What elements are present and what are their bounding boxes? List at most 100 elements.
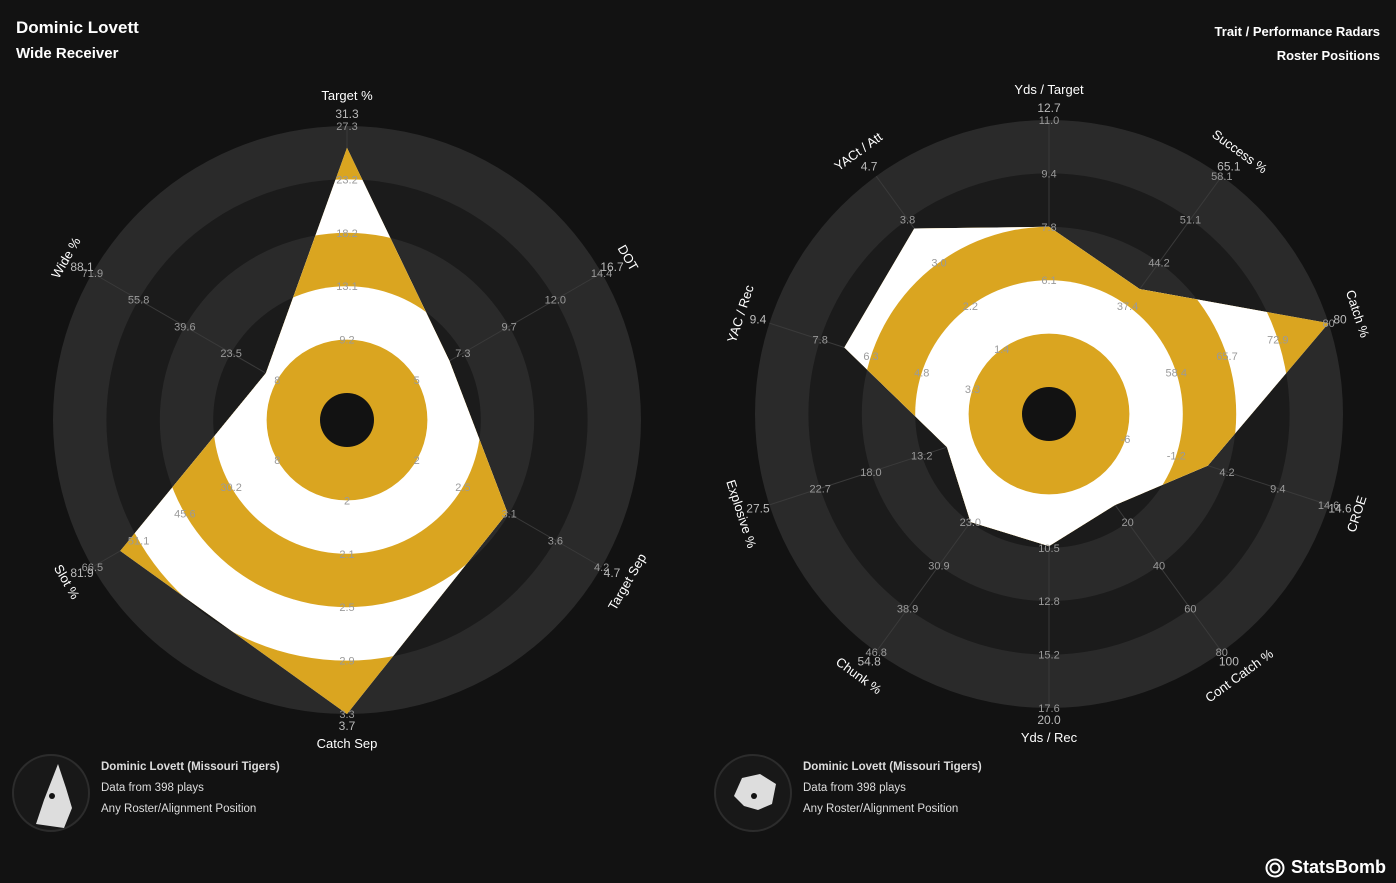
tick-label: 15.2 (1038, 650, 1059, 662)
tick-label: 80 (1322, 318, 1334, 330)
tick-label: 3.6 (548, 535, 563, 547)
legend-position: Any Roster/Alignment Position (803, 803, 959, 815)
axis-max-label: 100 (1219, 655, 1239, 669)
tick-label: 17.6 (1038, 703, 1059, 715)
legend-plays: Data from 398 plays (101, 782, 204, 794)
tick-label: 58.4 (1166, 368, 1187, 380)
tick-label: 14.6 (1318, 500, 1339, 512)
tick-label: 60 (1184, 604, 1196, 616)
axis-label: Yds / Rec (1021, 730, 1078, 745)
axis-max-label: 4.7 (604, 566, 621, 580)
tick-label: 2 (344, 495, 350, 507)
report-subtitle: Roster Positions (1276, 48, 1380, 63)
tick-label: 66.5 (82, 562, 103, 574)
tick-label: 11.0 (1039, 115, 1060, 127)
tick-label: 3.0 (931, 258, 946, 270)
tick-label: 80 (1216, 647, 1228, 659)
tick-label: 2.5 (455, 482, 470, 494)
axis-max-label: 88.1 (70, 260, 94, 274)
report-title: Trait / Performance Radars (1214, 24, 1380, 39)
axis-max-label: 12.7 (1037, 101, 1061, 115)
tick-label: 65.7 (1216, 351, 1237, 363)
legend-thumbnail (12, 754, 90, 832)
tick-label: 37.4 (1117, 301, 1138, 313)
legend-player: Dominic Lovett (Missouri Tigers) (803, 761, 982, 773)
tick-label: 45.6 (174, 509, 195, 521)
axis-max-label: 54.8 (857, 655, 881, 669)
tick-label: 18.2 (336, 228, 357, 240)
tick-label: 5 (414, 375, 420, 387)
tick-label: 13.2 (911, 450, 932, 462)
tick-label: 44.2 (1148, 258, 1169, 270)
statsbomb-logo-icon (1265, 858, 1285, 877)
legend-position: Any Roster/Alignment Position (101, 803, 257, 815)
tick-label: 40 (1153, 560, 1165, 572)
tick-label: 23.5 (220, 348, 241, 360)
tick-label: 46.8 (865, 647, 886, 659)
tick-label: 2.5 (339, 602, 354, 614)
tick-label: 1.4 (994, 344, 1009, 356)
tick-label: 30.2 (220, 482, 241, 494)
tick-label: 7.8 (1041, 222, 1056, 234)
tick-label: 9.4 (1270, 483, 1285, 495)
player-position: Wide Receiver (16, 45, 119, 62)
tick-label: 2.9 (339, 656, 354, 668)
axis-max-label: 65.1 (1217, 159, 1241, 173)
axis-label: Catch Sep (317, 736, 378, 751)
tick-label: 2.1 (339, 549, 354, 561)
legend-plays: Data from 398 plays (803, 782, 906, 794)
legend-radar-shape (36, 764, 72, 828)
brand-logo: StatsBomb (1265, 857, 1386, 878)
axis-label: Yds / Target (1014, 82, 1084, 97)
tick-label: 3.1 (501, 509, 516, 521)
tick-label: 7.8 (813, 335, 828, 347)
tick-label: 12.8 (1038, 596, 1059, 608)
axis-label: Catch % (1343, 288, 1373, 340)
legend-player: Dominic Lovett (Missouri Tigers) (101, 761, 280, 773)
legend-thumbnail (714, 754, 792, 832)
brand-name: StatsBomb (1290, 857, 1386, 877)
tick-label: 23.2 (336, 174, 357, 186)
legend-text: Dominic Lovett (Missouri Tigers) Data fr… (803, 757, 982, 820)
tick-label: 2 (414, 455, 420, 467)
tick-label: 55.8 (128, 295, 149, 307)
tick-label: 9.4 (1041, 168, 1056, 180)
axis-max-label: 14.6 (1328, 502, 1352, 516)
tick-label: 71.9 (82, 268, 103, 280)
radar-shape-center (1022, 387, 1076, 441)
axis-max-label: 27.5 (746, 502, 770, 516)
axis-max-label: 20.0 (1037, 713, 1061, 727)
tick-label: -6 (1121, 434, 1131, 446)
tick-label: 27.3 (336, 121, 357, 133)
axis-max-label: 31.3 (335, 107, 359, 121)
tick-label: 3.3 (339, 709, 354, 721)
tick-label: 6.3 (863, 351, 878, 363)
tick-label: 22.7 (809, 483, 830, 495)
axis-label: Target % (321, 88, 373, 103)
tick-label: 3.8 (900, 214, 915, 226)
tick-label: 58.1 (1211, 171, 1232, 183)
tick-label: 23.0 (960, 517, 981, 529)
tick-label: 20 (1122, 517, 1134, 529)
tick-label: 51.1 (128, 535, 149, 547)
legend-radar-shape (734, 774, 776, 810)
player-name: Dominic Lovett (16, 18, 139, 37)
tick-label: 9.7 (501, 321, 516, 333)
axis-max-label: 9.4 (750, 312, 767, 326)
tick-label: 38.9 (897, 604, 918, 616)
tick-label: 14.4 (591, 268, 612, 280)
axis-max-label: 16.7 (600, 260, 624, 274)
tick-label: 7.3 (455, 348, 470, 360)
radar-shape-center (320, 393, 374, 447)
tick-label: 72.9 (1267, 335, 1288, 347)
tick-label: 8 (274, 455, 280, 467)
axis-max-label: 80 (1333, 312, 1347, 326)
tick-label: 13.1 (336, 281, 357, 293)
tick-label: 30.9 (928, 560, 949, 572)
tick-label: 51.1 (1180, 214, 1201, 226)
tick-label: 8 (274, 375, 280, 387)
tick-label: 6.1 (1041, 275, 1056, 287)
legend-text: Dominic Lovett (Missouri Tigers) Data fr… (101, 757, 280, 820)
